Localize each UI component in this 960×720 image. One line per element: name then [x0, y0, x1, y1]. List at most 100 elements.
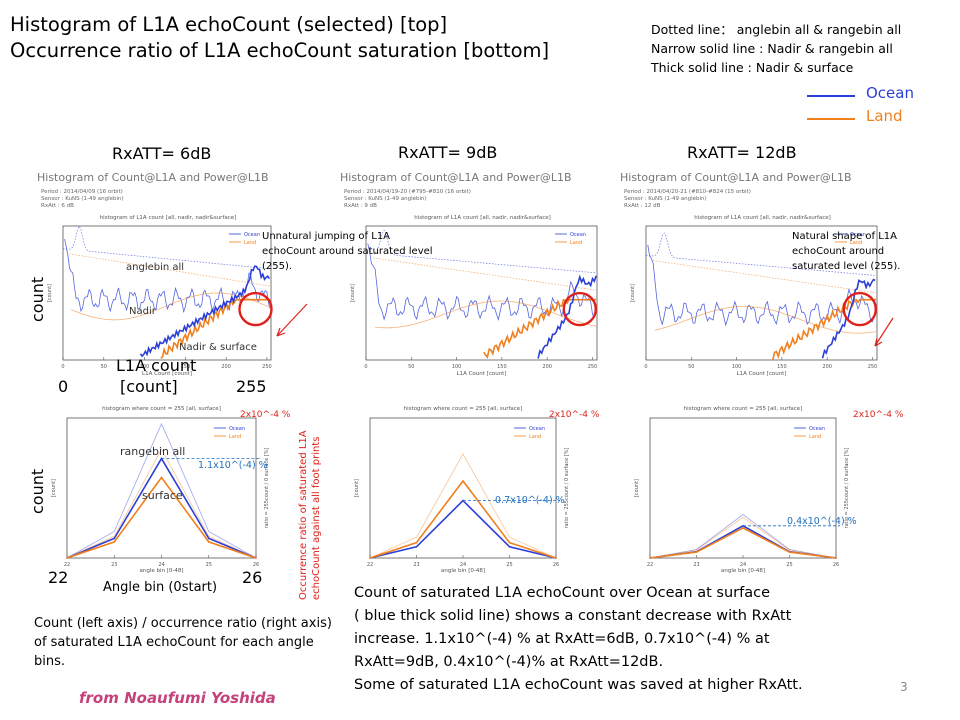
ratio-top-6db: 2x10^-4 % — [240, 410, 291, 420]
bottom-all-ocean-1 — [369, 479, 557, 559]
bottom-panel-1: histogram where count = 255 [all, surfac… — [354, 406, 570, 574]
saturation-circle-1 — [562, 291, 597, 327]
top-panel-title-0: histogram of L1A count [all, nadir, nadi… — [100, 215, 237, 221]
top-mini-legend-ocean-0: Ocean — [244, 232, 260, 238]
top-ylabel-0: [count] — [47, 284, 53, 302]
bottom-xtick-label-1-22: 22 — [367, 562, 373, 568]
saturation-circle-0 — [238, 291, 273, 327]
ocean-legend-label: Ocean — [866, 84, 914, 102]
bottom-ylabel-0: [count] — [51, 479, 57, 497]
top-mini-legend-ocean-1: Ocean — [570, 232, 586, 238]
thick-land-2 — [772, 298, 877, 361]
rangebin-all-annotation: rangebin all — [120, 445, 186, 458]
summary-line-3: increase. 1.1x10^(-4) % at RxAtt=6dB, 0.… — [354, 631, 770, 647]
thick-ocean-1 — [537, 274, 597, 359]
x-axis-22: 22 — [48, 568, 69, 587]
arrow-natural — [874, 317, 894, 347]
top-xlabel-1: L1A Count [count] — [457, 371, 507, 377]
bottom-point-land-1-24 — [462, 480, 464, 482]
bottom-all-land-0 — [66, 448, 257, 559]
dotted-ocean-2 — [645, 232, 877, 276]
sensor-2: Sensor : KuNS (1-49 anglebin) — [624, 196, 707, 202]
bottom-all-ocean-2 — [649, 513, 837, 559]
bottom-right-axis-2: ratio = 255count / 0 surface [%] — [844, 448, 850, 529]
narrow-land-1 — [375, 300, 597, 329]
bottom-xlabel-0: angle bin [0-48] — [139, 568, 183, 574]
nadir-annotation: Nadir — [129, 306, 156, 317]
ratio-value-6db: 1.1x10^(-4) % — [198, 460, 268, 471]
summary-line-2: ( blue thick solid line) shows a constan… — [354, 608, 792, 624]
top-xtick-label-0-200: 200 — [221, 364, 231, 370]
bottom-point-land-0-24 — [160, 476, 163, 479]
bottom-title-0: histogram where count = 255 [all, surfac… — [102, 406, 221, 412]
bottom-ylabel-2: [count] — [634, 479, 640, 497]
bottom-xtick-label-1-23: 23 — [413, 562, 419, 568]
bottom-mini-legend-land-2: Land — [809, 434, 821, 440]
bottom-mini-legend-ocean-1: Ocean — [529, 426, 545, 432]
ratio-value-9db: 0.7x10^(-4) % — [495, 495, 565, 506]
bottom-point-land-2-22 — [649, 557, 651, 559]
x-axis-zero: 0 — [58, 377, 69, 396]
top-plot-frame-2 — [645, 225, 878, 361]
bottom-mini-legend-ocean-2: Ocean — [809, 426, 825, 432]
bottom-point-land-2-25 — [788, 551, 791, 553]
bottom-xtick-label-1-24: 24 — [460, 562, 466, 568]
dotted-ocean-0 — [62, 225, 271, 270]
thick-ocean-0 — [139, 265, 271, 358]
narrow-ocean-2 — [647, 244, 877, 327]
bottom-xtick-label-0-22: 22 — [64, 562, 70, 568]
bottom-xlabel-1: angle bin [0-48] — [441, 568, 485, 574]
anglebin-all-annotation: anglebin all — [126, 262, 185, 273]
bottom-xtick-label-0-24: 24 — [158, 562, 164, 568]
bottom-title-1: histogram where count = 255 [all, surfac… — [404, 406, 523, 412]
legend-note-dotted: Dotted line： anglebin all & rangebin all — [651, 22, 902, 37]
angle-bin-label: Angle bin (0start) — [103, 580, 218, 595]
bottom-point-ocean-0-23 — [113, 537, 116, 540]
narrow-ocean-0 — [64, 239, 271, 314]
period-2: Period : 2014/04/20-21 (#810-#824 (15 or… — [624, 189, 751, 195]
legend-note-thick: Thick solid line : Nadir & surface — [651, 60, 854, 75]
histogram-heading-2: Histogram of Count@L1A and Power@L1B — [620, 171, 852, 184]
rxatt-0: RxAtt : 6 dB — [41, 203, 74, 209]
top-xtick-label-2-0: 0 — [644, 364, 647, 370]
bottom-point-ocean-1-23 — [415, 546, 418, 548]
arrow-unnatural-head — [276, 327, 286, 337]
panel-column-0: Histogram of Count@L1A and Power@L1B Peri… — [37, 171, 308, 377]
bottom-xtick-label-0-25: 25 — [206, 562, 212, 568]
bottom-mini-legend-land-1: Land — [529, 434, 541, 440]
bottom-point-land-2-24 — [742, 527, 744, 529]
bottom-xtick-label-0-23: 23 — [111, 562, 117, 568]
top-xtick-label-1-200: 200 — [542, 364, 552, 370]
bottom-all-land-1 — [369, 453, 557, 559]
count-top-axis-label: count — [28, 276, 47, 322]
bottom-point-land-1-25 — [508, 541, 511, 544]
panel-column-2: Histogram of Count@L1A and Power@L1B Peri… — [620, 171, 894, 377]
narrow-land-0 — [71, 292, 271, 321]
rxatt-2: RxAtt : 12 dB — [624, 203, 661, 209]
thick-land-1 — [483, 298, 597, 359]
bottom-point-land-0-26 — [255, 557, 257, 559]
bottom-point-ocean-0-25 — [207, 537, 210, 540]
bottom-point-land-0-25 — [207, 541, 210, 543]
top-xtick-label-2-200: 200 — [822, 364, 832, 370]
top-xtick-label-0-250: 250 — [262, 364, 272, 370]
bottom-mini-legend-land-0: Land — [229, 434, 241, 440]
bottom-point-ocean-1-25 — [508, 546, 511, 548]
bottom-right-axis-1: ratio = 255count / 0 surface [%] — [564, 448, 570, 529]
x-axis-26: 26 — [242, 568, 263, 587]
top-panel-title-1: histogram of L1A count [all, nadir, nadi… — [414, 215, 551, 221]
ratio-top-9db: 2x10^-4 % — [549, 410, 600, 420]
saturation-circle-2 — [842, 291, 877, 327]
top-xtick-label-0-150: 150 — [181, 364, 191, 370]
top-xtick-label-1-250: 250 — [588, 364, 598, 370]
top-xtick-label-2-150: 150 — [777, 364, 787, 370]
surface-annotation: surface — [142, 489, 183, 502]
summary-line-4: RxAtt=9dB, 0.4x10^(-4)% at RxAtt=12dB. — [354, 654, 664, 670]
nadir-surface-annotation: Nadir & surface — [179, 342, 257, 353]
title-line-2: Occurrence ratio of L1A echoCount satura… — [10, 39, 550, 62]
period-0: Period : 2014/04/09 (16 orbit) — [41, 189, 123, 195]
bottom-xtick-label-2-22: 22 — [647, 562, 653, 568]
l1a-count-unit-label: [count] — [120, 377, 178, 396]
top-mini-legend-land-0: Land — [244, 240, 256, 246]
